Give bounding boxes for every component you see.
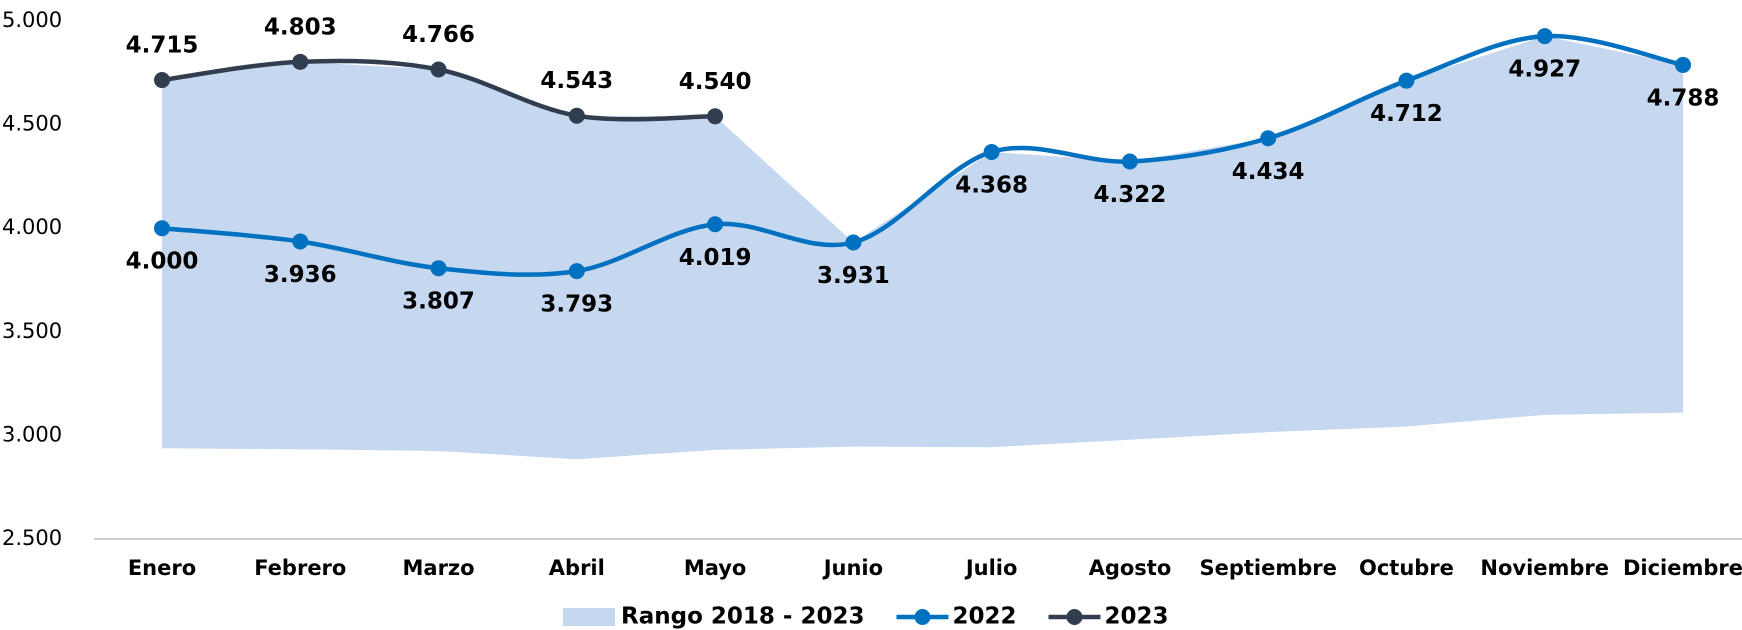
x-tick-label: Abril xyxy=(549,556,605,580)
point xyxy=(430,61,447,78)
y-tick-label: 4.000 xyxy=(2,215,62,239)
x-tick-label: Noviembre xyxy=(1480,556,1609,580)
y-tick-label: 3.500 xyxy=(2,319,62,343)
data-label: 4.434 xyxy=(1232,159,1305,185)
data-label: 3.807 xyxy=(402,289,475,315)
x-tick-label: Julio xyxy=(964,556,1018,580)
point xyxy=(845,234,862,251)
point xyxy=(430,260,447,277)
point xyxy=(707,108,724,125)
point xyxy=(1536,28,1553,45)
data-label: 4.788 xyxy=(1647,85,1720,111)
y-tick-label: 2.500 xyxy=(2,526,62,550)
x-tick-label: Diciembre xyxy=(1623,556,1742,580)
x-tick-label: Marzo xyxy=(403,556,475,580)
point xyxy=(1675,56,1691,73)
labels: 4.000 3.936 3.807 3.793 4.019 3.931 4.368 4.322… xyxy=(126,14,1720,317)
data-label: 4.803 xyxy=(264,14,337,40)
point xyxy=(568,263,585,280)
data-label: 4.540 xyxy=(679,69,752,95)
data-label: 4.368 xyxy=(955,172,1028,198)
x-tick-label: Enero xyxy=(128,556,196,580)
data-label: 3.793 xyxy=(540,292,613,318)
x-tick-label: Mayo xyxy=(684,556,747,580)
data-label: 4.322 xyxy=(1094,182,1167,208)
point xyxy=(292,233,309,250)
x-tick-label: Octubre xyxy=(1359,556,1454,580)
data-label: 3.936 xyxy=(264,262,337,288)
data-label: 4.543 xyxy=(540,68,613,94)
point xyxy=(1260,130,1277,147)
legend-swatch xyxy=(563,608,615,626)
point xyxy=(983,143,1000,160)
legend-marker xyxy=(1066,609,1083,625)
point xyxy=(1121,153,1138,170)
point xyxy=(154,220,170,237)
y-tick-label: 5.000 xyxy=(2,8,62,32)
point xyxy=(292,53,309,70)
x-tick-label: Agosto xyxy=(1089,556,1172,580)
legend-label: 2023 xyxy=(1104,604,1168,630)
data-label: 4.927 xyxy=(1508,57,1581,83)
y-tick-label: 4.500 xyxy=(2,112,62,136)
data-label: 3.931 xyxy=(817,263,890,289)
areas xyxy=(162,36,1683,460)
x-tick-label: Junio xyxy=(822,556,883,580)
legend-label: 2022 xyxy=(952,604,1016,630)
data-label: 4.766 xyxy=(402,22,475,48)
legend-label: Rango 2018 - 2023 xyxy=(621,604,864,630)
y-tick-label: 3.000 xyxy=(2,422,62,446)
data-label: 4.712 xyxy=(1370,101,1443,127)
data-label: 4.019 xyxy=(679,245,752,271)
range-area xyxy=(162,36,1683,460)
x-tick-label: Febrero xyxy=(254,556,346,580)
data-label: 4.715 xyxy=(126,33,199,59)
point xyxy=(1398,72,1415,89)
legend-marker xyxy=(914,609,931,625)
point xyxy=(707,216,724,233)
point xyxy=(154,72,170,89)
point xyxy=(568,107,585,124)
x-tick-label: Septiembre xyxy=(1199,556,1336,580)
data-label: 4.000 xyxy=(126,249,199,275)
lines xyxy=(154,28,1691,280)
